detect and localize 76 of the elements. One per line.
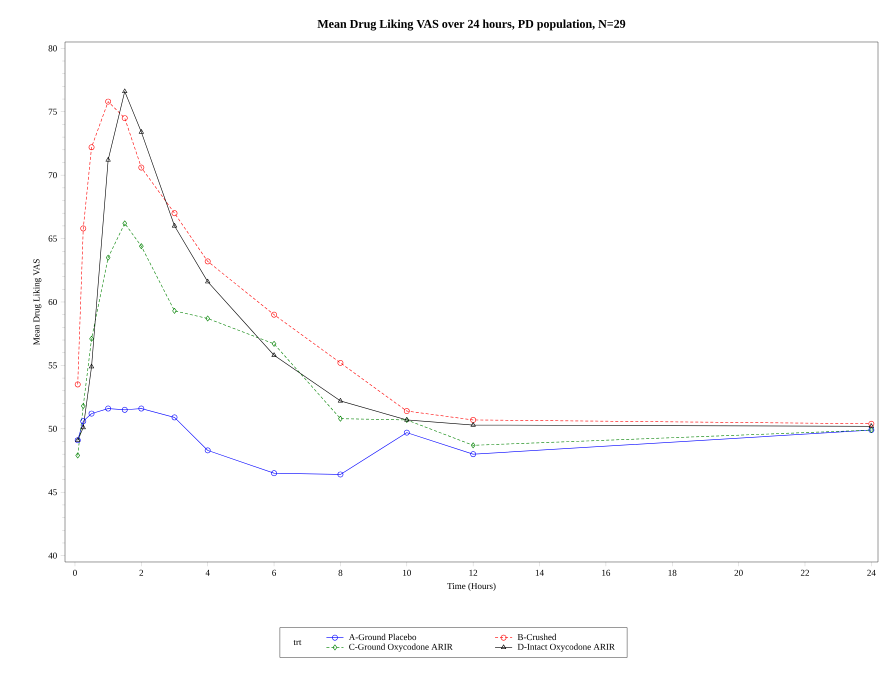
x-tick-label: 0: [73, 570, 77, 576]
y-tick-label: 45: [48, 489, 57, 496]
legend-label: C-Ground Oxycodone ARIR: [349, 644, 453, 652]
point: [271, 312, 277, 318]
point: [868, 423, 874, 428]
point: [470, 417, 476, 423]
point: [138, 129, 144, 134]
point: [122, 220, 127, 226]
y-tick-label: 75: [48, 108, 57, 115]
point: [404, 408, 410, 414]
point: [122, 115, 128, 121]
point: [470, 422, 476, 427]
point: [88, 410, 94, 416]
y-tick-label: 40: [48, 552, 57, 559]
point: [172, 414, 178, 420]
point: [75, 452, 80, 458]
x-tick-label: 14: [536, 570, 544, 576]
point: [80, 424, 86, 430]
legend-label: B-Crushed: [518, 634, 556, 640]
point: [106, 254, 110, 260]
x-tick-label: 10: [403, 570, 411, 576]
point: [205, 316, 210, 322]
point: [138, 164, 144, 170]
point: [338, 472, 344, 478]
legend-label: A-Ground Placebo: [348, 634, 416, 640]
point: [89, 336, 94, 342]
point: [172, 308, 177, 314]
y-tick-label: 70: [48, 172, 57, 178]
x-tick-label: 16: [602, 570, 610, 576]
point: [139, 243, 144, 250]
point: [172, 222, 178, 228]
y-tick-label: 80: [48, 45, 57, 52]
y-tick-label: 60: [48, 298, 57, 306]
point: [106, 157, 111, 162]
point: [74, 382, 81, 388]
point: [122, 406, 128, 413]
point: [122, 88, 128, 94]
point: [205, 278, 210, 284]
point: [138, 406, 144, 412]
x-tick-label: 8: [338, 570, 342, 576]
x-tick-label: 12: [469, 570, 478, 576]
point: [404, 430, 410, 436]
point: [272, 340, 276, 347]
point: [105, 98, 112, 105]
x-axis-title: Time (Hours): [447, 582, 496, 591]
point: [204, 258, 211, 264]
x-tick-label: 22: [800, 570, 809, 576]
point: [88, 144, 94, 150]
point: [89, 364, 94, 368]
x-tick-label: 20: [734, 570, 743, 576]
y-tick-label: 55: [48, 362, 57, 368]
point: [338, 398, 343, 403]
x-tick-label: 6: [272, 570, 276, 576]
point: [204, 447, 211, 454]
y-tick-label: 50: [48, 426, 57, 432]
point: [105, 406, 112, 412]
point: [338, 416, 343, 422]
point: [81, 403, 86, 409]
point: [172, 210, 178, 216]
point: [80, 418, 86, 424]
point: [272, 352, 277, 357]
point: [80, 226, 86, 232]
point: [470, 451, 476, 458]
point: [271, 470, 277, 476]
point: [338, 360, 344, 366]
point: [868, 420, 874, 427]
legend-title: trt: [294, 640, 302, 646]
x-tick-label: 18: [668, 570, 676, 576]
point: [470, 442, 476, 448]
chart-title: Mean Drug Liking VAS over 24 hours, PD population, N=29: [318, 19, 626, 30]
legend-label: D-Intact Oxycodone ARIR: [518, 644, 615, 652]
x-tick-label: 4: [206, 570, 210, 576]
y-tick-label: 65: [48, 236, 57, 242]
x-tick-label: 2: [139, 570, 144, 576]
x-tick-label: 24: [867, 570, 876, 576]
y-axis-title: Mean Drug Liking VAS: [33, 259, 42, 346]
